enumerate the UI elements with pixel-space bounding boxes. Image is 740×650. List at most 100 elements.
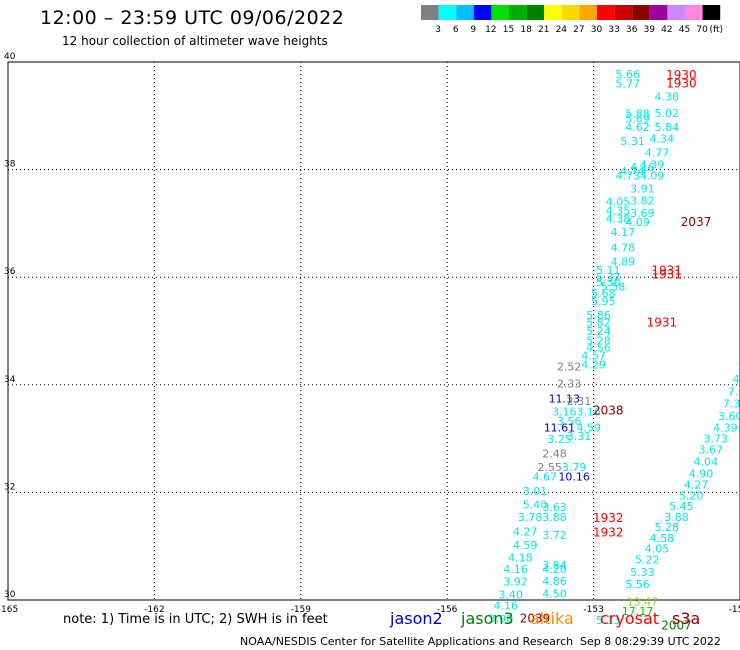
wave-height-label: 3.40 — [498, 588, 523, 601]
colorbar-label: 6 — [453, 25, 459, 35]
colorbar-swatch — [702, 5, 721, 20]
wave-height-label: 5.86 — [586, 309, 611, 322]
wave-height-label: 3.76 — [738, 361, 740, 374]
colorbar-swatch — [649, 5, 668, 20]
wave-height-label: 2.52 — [557, 360, 582, 373]
colorbar-swatch — [438, 5, 457, 20]
wave-height-label: 5.24 — [586, 325, 611, 338]
colorbar-label: 70 — [696, 25, 708, 35]
wave-height-label: 5.28 — [586, 334, 611, 347]
wave-height-label: 5.20 — [679, 489, 704, 502]
wave-height-label: 4.50 — [542, 587, 567, 600]
wave-height-label: 4.27 — [684, 479, 709, 492]
wave-height-label: 5.28 — [655, 521, 680, 534]
wave-height-label: 7.35 — [723, 397, 740, 410]
pass-time-label: 1930 — [666, 68, 697, 82]
wave-height-label: 4.27 — [513, 525, 538, 538]
wave-height-label: 5.30 — [596, 276, 621, 289]
legend-jason2: jason2 — [390, 609, 443, 628]
colorbar-swatch — [614, 5, 633, 20]
colorbar-swatch — [667, 5, 685, 20]
colorbar-swatch — [597, 5, 615, 20]
wave-height-label: 5.56 — [625, 578, 650, 591]
wave-height-label: 7.75 — [728, 386, 740, 399]
y-tick-label: 36 — [4, 267, 16, 277]
wave-height-label: 3.60 — [718, 410, 740, 423]
colorbar-label: 24 — [556, 25, 568, 35]
wave-height-label: 10.16 — [558, 471, 590, 484]
y-tick-label: 30 — [4, 590, 16, 600]
wave-height-label: 2.33 — [557, 377, 582, 390]
colorbar-label: 21 — [538, 25, 549, 35]
wave-height-label: 4.90 — [689, 467, 714, 480]
wave-height-label: 4.14 — [733, 373, 740, 386]
wave-height-label: 3.79 — [562, 461, 587, 474]
wave-height-label: 4.56 — [586, 341, 611, 354]
wave-height-label: 3.67 — [698, 444, 723, 457]
wave-height-label: 5.13 — [596, 614, 621, 627]
wave-height-label: 11.13 — [549, 393, 581, 406]
wave-height-label: 3.16 — [576, 405, 601, 418]
wave-height-label: 3.01 — [523, 485, 548, 498]
x-tick-label: -162 — [144, 605, 164, 615]
colorbar-label: 9 — [470, 25, 476, 35]
colorbar-swatch — [685, 5, 703, 20]
wave-height-label: 4.34 — [650, 133, 675, 146]
wave-height-label: 5.45 — [669, 500, 694, 513]
y-tick-label: 40 — [4, 52, 16, 62]
wave-height-label: 2.48 — [542, 447, 567, 460]
colorbar-label: 36 — [626, 25, 638, 35]
wave-height-label: 3.31 — [567, 430, 592, 443]
footer-credit: NOAA/NESDIS Center for Satellite Applica… — [240, 635, 574, 648]
pass-time-label: 1931 — [647, 316, 678, 330]
colorbar-label: 15 — [503, 25, 514, 35]
colorbar-label: 33 — [608, 25, 619, 35]
colorbar-label: 30 — [591, 25, 603, 35]
wave-height-colorbar: 3 6 9 12 15 18 21 24 27 30 33 36 39 42 45 70 (ft) — [421, 5, 723, 35]
wave-height-label: 5.02 — [655, 107, 680, 120]
wave-height-label: 4.57 — [581, 350, 606, 363]
x-tick-label: -15 — [729, 605, 740, 615]
colorbar-swatch — [579, 5, 597, 20]
pass-time-label: 1932 — [593, 511, 624, 525]
wave-height-label: 4.16 — [630, 161, 655, 174]
wave-height-label: 3.92 — [503, 575, 528, 588]
wave-height-label: 5.40 — [523, 499, 548, 512]
legend-s3a: s3a — [672, 609, 700, 628]
wave-height-label: 5.95 — [591, 295, 616, 308]
legend-s3a-label: s3a — [672, 609, 701, 628]
colorbar-swatch — [544, 5, 562, 20]
wave-height-label: 4.39 — [640, 159, 665, 172]
wave-height-label: 3.84 — [542, 559, 567, 572]
legend-jason3-label: jason3 — [461, 609, 514, 628]
colorbar-swatch — [526, 5, 545, 20]
legend-cryosat-label: cryosat — [600, 609, 660, 628]
wave-height-label: 4.59 — [576, 422, 601, 435]
wave-height-label: 4.05 — [645, 543, 670, 556]
wave-height-label: 4.39 — [713, 422, 738, 435]
wave-height-label: 5.58 — [601, 281, 626, 294]
wave-height-label: 5.37 — [596, 271, 621, 284]
plot-frame — [7, 61, 740, 601]
legend-jason2-label: jason2 — [390, 609, 443, 628]
footnote: note: 1) Time is in UTC; 2) SWH is in fe… — [63, 612, 328, 627]
wave-height-label: 4.73 — [616, 169, 641, 182]
wave-height-label: 3.90 — [489, 613, 514, 626]
wave-height-label: 4.89 — [611, 255, 636, 268]
pass-time-label: 2037 — [681, 215, 712, 229]
wave-height-label: 4.58 — [650, 532, 675, 545]
pass-time-label: 2038 — [593, 403, 624, 417]
wave-height-label: 4.09 — [640, 169, 665, 182]
chart-title: 12:00 – 23:59 UTC 09/06/2022 — [40, 7, 345, 29]
legend-jason3: jason3 — [461, 609, 514, 628]
wave-height-label: 5.31 — [620, 135, 645, 148]
wave-height-label: 4.17 — [611, 226, 636, 239]
colorbar-swatch — [509, 5, 527, 20]
wave-height-label: 4.62 — [625, 121, 650, 134]
wave-height-label: 3.78 — [518, 511, 543, 524]
colorbar-swatch — [473, 5, 492, 20]
wave-height-label: 4.35 — [606, 204, 631, 217]
colorbar-label: 3 — [435, 25, 441, 35]
wave-height-label: 4.74 — [620, 165, 645, 178]
wave-height-label: 4.16 — [494, 600, 519, 613]
